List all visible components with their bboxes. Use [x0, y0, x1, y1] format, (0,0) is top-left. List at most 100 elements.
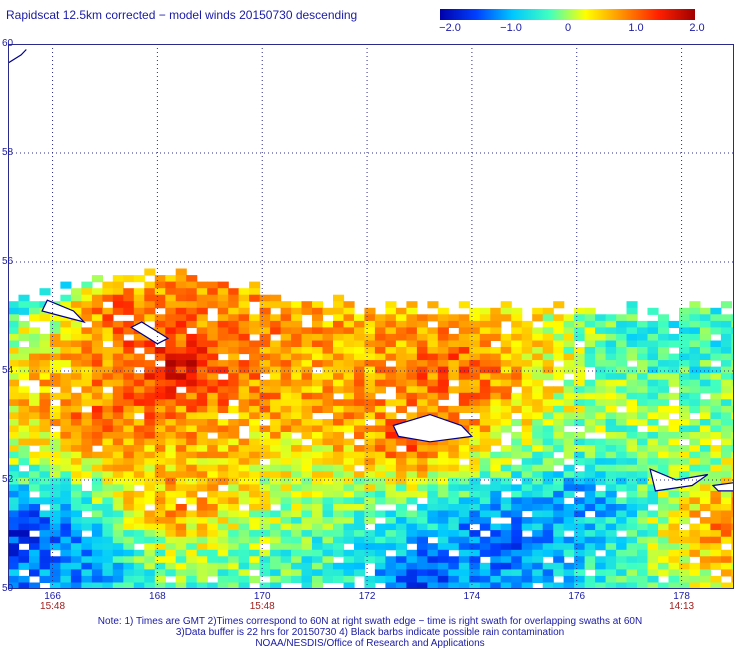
heatmap-cell	[228, 582, 240, 589]
heatmap-cell	[196, 405, 208, 413]
heatmap-cell	[291, 360, 303, 368]
heatmap-cell	[679, 320, 691, 328]
heatmap-cell	[699, 530, 711, 538]
heatmap-cell	[584, 333, 596, 341]
heatmap-cell	[217, 464, 229, 472]
heatmap-cell	[595, 379, 607, 387]
heatmap-cell	[154, 517, 166, 525]
heatmap-cell	[8, 464, 20, 472]
heatmap-cell	[207, 333, 219, 341]
heatmap-cell	[144, 301, 156, 309]
heatmap-cell	[521, 477, 533, 485]
heatmap-cell	[469, 333, 481, 341]
heatmap-cell	[60, 320, 72, 328]
heatmap-cell	[144, 562, 156, 570]
heatmap-cell	[605, 399, 617, 407]
heatmap-cell	[39, 392, 51, 400]
heatmap-cell	[699, 425, 711, 433]
heatmap-cell	[81, 353, 93, 361]
heatmap-cell	[500, 386, 512, 394]
heatmap-cell	[542, 536, 554, 544]
heatmap-cell	[689, 530, 701, 538]
heatmap-cell	[679, 517, 691, 525]
heatmap-cell	[689, 510, 701, 518]
heatmap-cell	[710, 536, 722, 544]
heatmap-cell	[616, 320, 628, 328]
heatmap-cell	[49, 392, 61, 400]
heatmap-cell	[238, 399, 250, 407]
heatmap-cell	[70, 360, 82, 368]
heatmap-cell	[249, 340, 261, 348]
heatmap-cell	[165, 582, 177, 589]
heatmap-cell	[322, 451, 334, 459]
heatmap-cell	[689, 445, 701, 453]
heatmap-cell	[448, 543, 460, 551]
heatmap-cell	[584, 360, 596, 368]
heatmap-cell	[416, 451, 428, 459]
heatmap-cell	[60, 549, 72, 557]
heatmap-cell	[133, 288, 145, 296]
heatmap-cell	[710, 471, 722, 479]
heatmap-cell	[626, 425, 638, 433]
heatmap-cell	[699, 419, 711, 427]
heatmap-cell	[81, 425, 93, 433]
heatmap-cell	[144, 484, 156, 492]
heatmap-cell	[406, 471, 418, 479]
heatmap-cell	[563, 347, 575, 355]
heatmap-cell	[8, 556, 20, 564]
heatmap-cell	[542, 445, 554, 453]
heatmap-cell	[511, 556, 523, 564]
heatmap-cell	[658, 373, 670, 381]
heatmap-cell	[91, 451, 103, 459]
heatmap-cell	[668, 549, 680, 557]
heatmap-cell	[39, 314, 51, 322]
heatmap-cell	[448, 373, 460, 381]
heatmap-cell	[29, 438, 41, 446]
heatmap-cell	[8, 549, 20, 557]
heatmap-cell	[249, 373, 261, 381]
heatmap-cell	[532, 399, 544, 407]
heatmap-cell	[679, 549, 691, 557]
heatmap-cell	[406, 484, 418, 492]
heatmap-cell	[374, 386, 386, 394]
heatmap-cell	[333, 419, 345, 427]
heatmap-cell	[406, 464, 418, 472]
heatmap-cell	[731, 399, 734, 407]
heatmap-cell	[679, 497, 691, 505]
heatmap-cell	[228, 562, 240, 570]
heatmap-cell	[207, 536, 219, 544]
heatmap-cell	[532, 504, 544, 512]
heatmap-cell	[291, 438, 303, 446]
heatmap-cell	[207, 412, 219, 420]
heatmap-cell	[91, 294, 103, 302]
heatmap-cell	[291, 353, 303, 361]
heatmap-cell	[668, 562, 680, 570]
heatmap-cell	[553, 471, 565, 479]
plot-frame	[8, 44, 734, 589]
heatmap-cell	[710, 477, 722, 485]
heatmap-cell	[553, 405, 565, 413]
heatmap-cell	[301, 543, 313, 551]
heatmap-cell	[637, 353, 649, 361]
heatmap-cell	[280, 471, 292, 479]
heatmap-cell	[322, 366, 334, 374]
heatmap-cell	[196, 438, 208, 446]
heatmap-cell	[374, 510, 386, 518]
heatmap-cell	[626, 379, 638, 387]
heatmap-cell	[291, 320, 303, 328]
heatmap-cell	[469, 582, 481, 589]
heatmap-cell	[144, 445, 156, 453]
heatmap-cell	[679, 458, 691, 466]
heatmap-cell	[616, 562, 628, 570]
heatmap-cell	[291, 464, 303, 472]
heatmap-cell	[133, 294, 145, 302]
heatmap-cell	[123, 543, 135, 551]
heatmap-cell	[207, 451, 219, 459]
heatmap-cell	[175, 582, 187, 589]
heatmap-cell	[312, 340, 324, 348]
heatmap-cell	[605, 405, 617, 413]
heatmap-cell	[175, 484, 187, 492]
heatmap-cell	[29, 353, 41, 361]
heatmap-cell	[112, 347, 124, 355]
heatmap-cell	[228, 405, 240, 413]
